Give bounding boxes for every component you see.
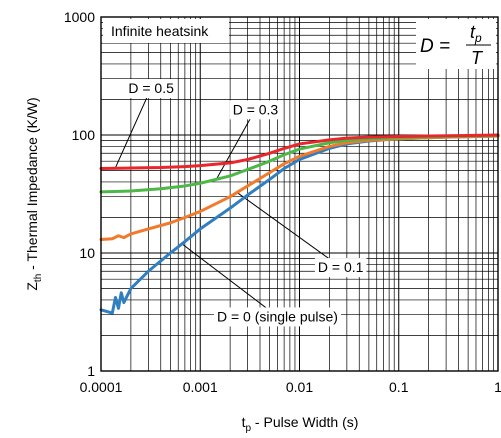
callout-leader-2 xyxy=(235,191,341,268)
formula-numerator: tp xyxy=(470,22,482,45)
callout-label-bg xyxy=(213,307,341,327)
callout-label-3: D = 0 (single pulse) xyxy=(217,308,338,324)
series-line-2 xyxy=(99,134,500,242)
y-tick-labels: 1 10 100 1000 xyxy=(64,9,95,379)
x-tick-label: 0.0001 xyxy=(80,379,123,395)
plot-frame xyxy=(100,16,499,372)
formula-lhs: D = xyxy=(420,36,450,57)
y-axis-label: Zth - Thermal Impedance (K/W) xyxy=(24,97,44,290)
series-lines xyxy=(99,133,500,315)
x-tick-label: 1 xyxy=(494,379,501,395)
callout-leaders xyxy=(115,87,341,317)
callout-labels: D = 0.5 D = 0.3 D = 0.1 D = 0 (single pulse… xyxy=(125,79,367,327)
callout-leader-1 xyxy=(215,109,256,180)
callout-label-2: D = 0.1 xyxy=(318,259,364,275)
y-tick-label: 100 xyxy=(72,127,96,143)
x-tick-label: 0.1 xyxy=(389,379,409,395)
callout-leader-0 xyxy=(115,87,152,168)
callout-leader-3 xyxy=(181,243,278,317)
y-tick-label: 10 xyxy=(79,245,95,261)
x-tick-label: 0.01 xyxy=(286,379,313,395)
callout-label-bg xyxy=(314,258,367,278)
y-tick-label: 1 xyxy=(87,363,95,379)
callout-label-bg xyxy=(125,79,177,99)
x-tick-labels: 0.0001 0.001 0.01 0.1 1 xyxy=(80,379,501,395)
series-line-0 xyxy=(99,133,500,171)
x-tick-label: 0.001 xyxy=(183,379,218,395)
callout-label-bg xyxy=(229,100,282,120)
duty-cycle-formula: D = tp T xyxy=(416,19,496,69)
heatsink-annotation: Infinite heatsink xyxy=(103,19,229,43)
x-axis-label: tp - Pulse Width (s) xyxy=(242,414,359,434)
heatsink-label: Infinite heatsink xyxy=(111,23,209,39)
formula-denominator: T xyxy=(471,48,484,68)
callout-label-1: D = 0.3 xyxy=(233,101,279,117)
callout-label-0: D = 0.5 xyxy=(128,80,174,96)
y-tick-label: 1000 xyxy=(64,9,95,25)
